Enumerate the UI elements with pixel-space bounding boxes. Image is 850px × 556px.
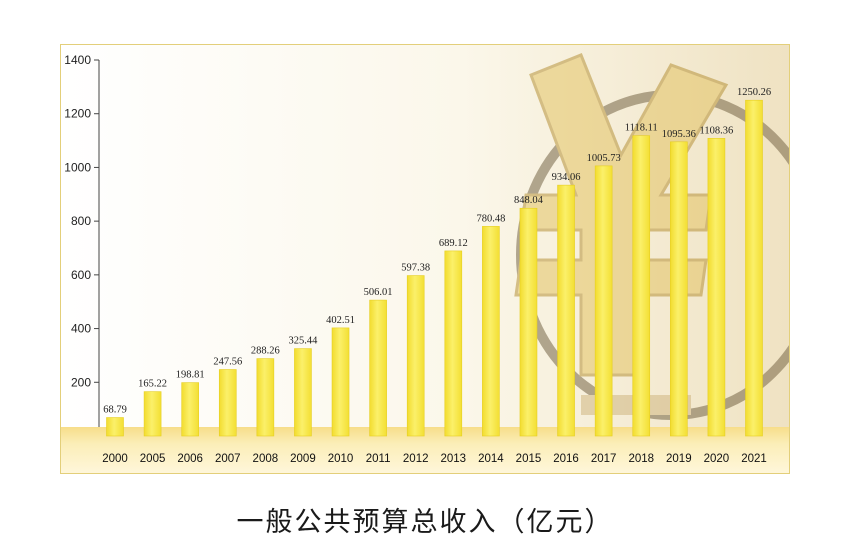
bar: [218, 369, 237, 437]
x-tick-label: 2010: [328, 453, 354, 465]
data-label: 934.06: [552, 172, 581, 183]
bar: [331, 327, 350, 437]
chart-title: 一般公共预算总收入（亿元）: [236, 507, 614, 538]
data-label: 402.51: [326, 315, 355, 326]
bar: [482, 226, 500, 437]
data-label: 325.44: [289, 336, 319, 347]
data-label: 689.12: [439, 238, 468, 249]
x-tick-label: 2000: [102, 453, 128, 465]
x-tick-label: 2013: [440, 453, 466, 465]
bar: [256, 358, 275, 437]
x-tick-label: 2007: [215, 453, 241, 465]
bar: [670, 141, 688, 437]
x-tick-label: 2009: [290, 453, 316, 465]
bar: [106, 417, 124, 437]
data-label: 780.48: [476, 213, 505, 224]
bars-group: 68.79 165.22 198.81 247.56 288.26 325.44 402.5…: [103, 87, 771, 437]
data-label: 288.26: [251, 346, 280, 357]
y-tick-label: 800: [71, 214, 91, 228]
x-tick-label: 2005: [140, 453, 166, 465]
x-tick-label: 2011: [366, 453, 391, 465]
data-label: 1005.73: [587, 153, 621, 164]
data-label: 68.79: [103, 405, 127, 416]
x-tick-label: 2020: [704, 453, 730, 465]
bar: [632, 135, 651, 437]
x-tick-label: 2015: [516, 453, 542, 465]
bar: [143, 391, 162, 437]
data-label: 506.01: [364, 287, 393, 298]
x-tick-label: 2008: [253, 453, 279, 465]
data-label: 1250.26: [737, 87, 771, 98]
data-label: 1118.11: [625, 123, 658, 134]
y-axis: 0200400600800100012001400: [64, 53, 100, 443]
x-tick-label: 2012: [403, 453, 429, 465]
bar: [294, 348, 312, 437]
bar-chart: 0200400600800100012001400 68.79165.22198…: [61, 45, 789, 473]
data-label: 597.38: [401, 263, 430, 274]
y-tick-label: 600: [71, 268, 91, 282]
x-tick-label: 2017: [591, 453, 617, 465]
bar: [707, 138, 726, 437]
x-tick-label: 2019: [666, 453, 692, 465]
bar: [594, 165, 613, 437]
data-label: 1095.36: [662, 129, 696, 140]
y-tick-label: 1000: [64, 160, 91, 174]
data-label: 1108.36: [700, 125, 734, 136]
bar: [745, 99, 763, 437]
bar: [557, 184, 575, 437]
x-tick-label: 2006: [177, 453, 203, 465]
data-label: 247.56: [213, 357, 242, 368]
bar: [181, 382, 199, 437]
y-tick-label: 200: [71, 375, 91, 389]
x-axis-labels: 2000 2005 2006 2007 2008 2009 2010 2011 2012 2013…: [102, 453, 767, 465]
x-tick-label: 2018: [628, 453, 654, 465]
bar: [444, 250, 463, 437]
bar: [369, 299, 387, 437]
y-tick-label: 1200: [64, 107, 91, 121]
x-tick-label: 2021: [741, 453, 767, 465]
chart-panel: 0200400600800100012001400 68.79165.22198…: [60, 44, 790, 474]
data-label: 848.04: [514, 195, 544, 206]
bar: [519, 207, 538, 437]
x-tick-label: 2016: [553, 453, 579, 465]
y-tick-label: 400: [71, 322, 91, 336]
x-tick-label: 2014: [478, 453, 504, 465]
data-label: 165.22: [138, 379, 167, 390]
data-label: 198.81: [176, 370, 205, 381]
bar: [406, 275, 425, 437]
y-tick-label: 1400: [64, 53, 91, 67]
